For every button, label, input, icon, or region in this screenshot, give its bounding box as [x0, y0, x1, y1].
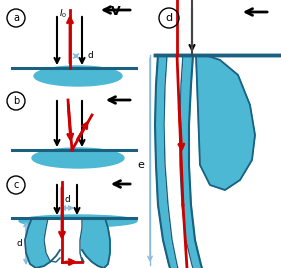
Polygon shape	[25, 218, 110, 268]
Ellipse shape	[19, 215, 137, 227]
Text: $\mathbf{V}$: $\mathbf{V}$	[110, 5, 122, 18]
Ellipse shape	[34, 66, 122, 86]
Text: d: d	[64, 195, 70, 204]
Polygon shape	[196, 55, 255, 190]
Polygon shape	[44, 218, 84, 262]
Polygon shape	[164, 55, 205, 268]
Polygon shape	[155, 55, 214, 268]
Text: a: a	[13, 13, 19, 23]
Text: c: c	[13, 180, 19, 190]
Text: d: d	[166, 13, 173, 23]
Ellipse shape	[32, 148, 124, 168]
Text: $I_0$: $I_0$	[59, 8, 67, 20]
Text: b: b	[13, 96, 19, 106]
Text: e: e	[137, 160, 144, 170]
Text: d: d	[88, 51, 94, 61]
Text: d: d	[16, 239, 22, 248]
